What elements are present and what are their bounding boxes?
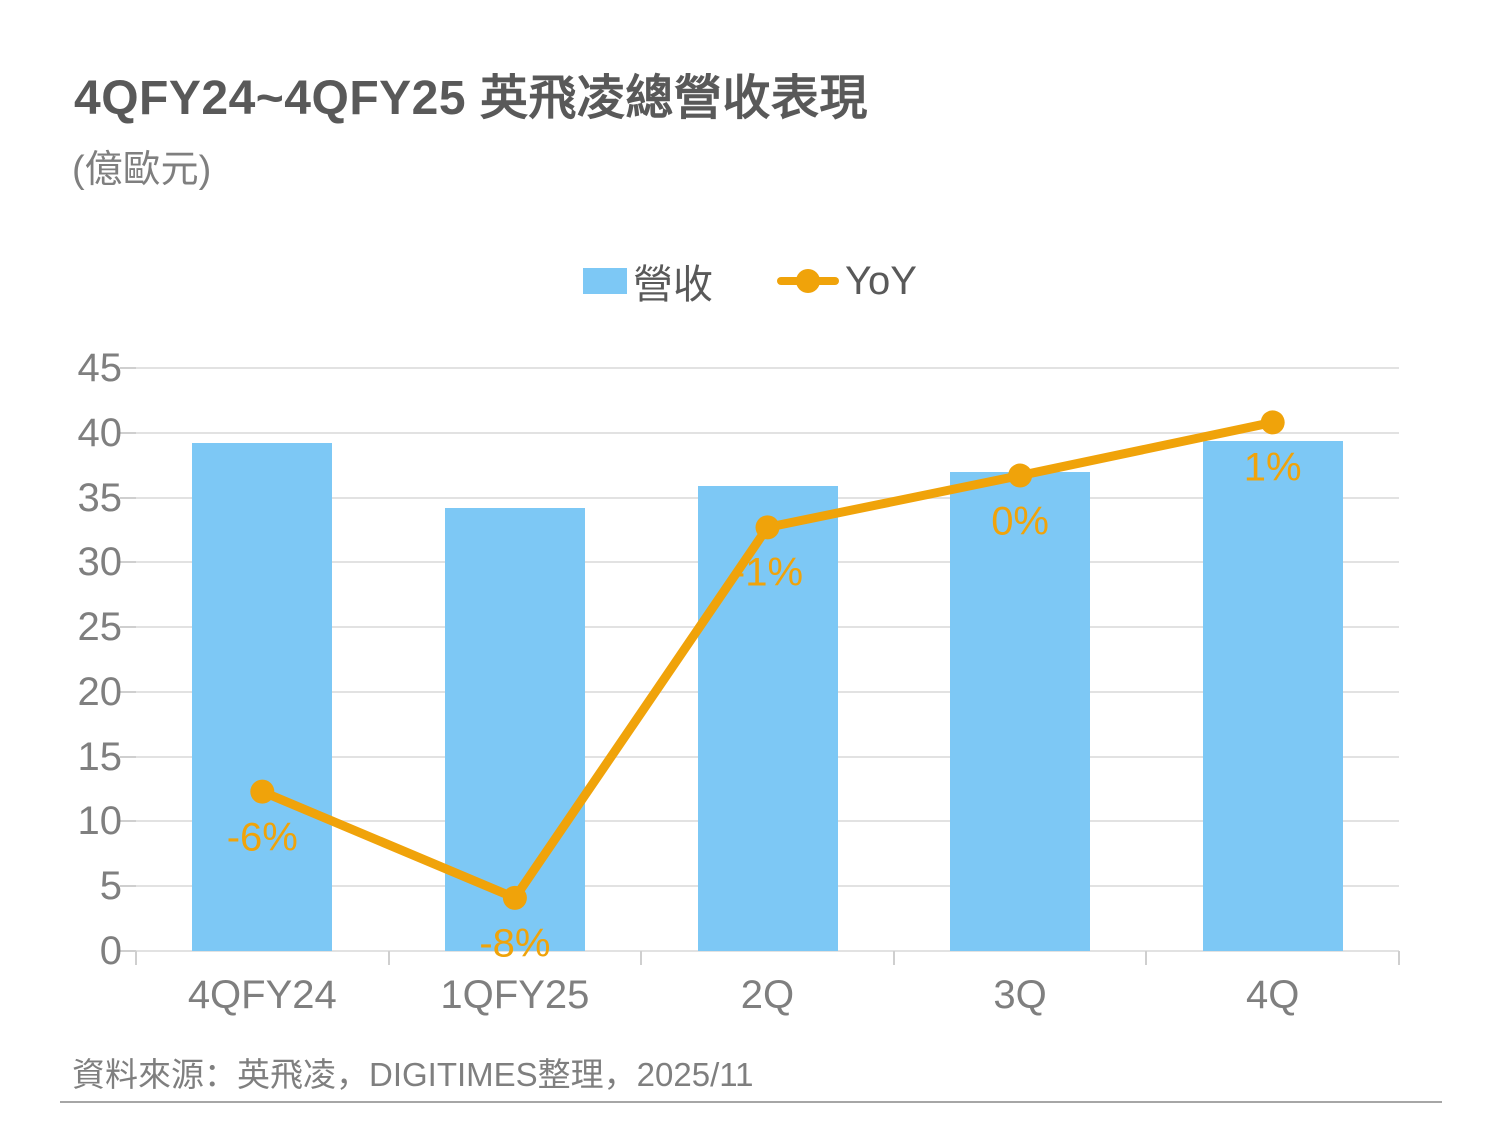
source-note: 資料來源：英飛凌，DIGITIMES整理，2025/11 (72, 1056, 754, 1093)
yoy-label-4QFY24: -6% (226, 815, 298, 860)
legend: 營收 YoY (0, 252, 1500, 310)
yoy-line-marker-icon (777, 268, 840, 294)
revenue-swatch-icon (583, 268, 628, 294)
y-axis-tick-30 (120, 561, 136, 564)
y-axis-tick-5 (120, 885, 136, 888)
y-axis-label-15: 15 (77, 734, 123, 779)
yoy-label-2Q: -1% (731, 550, 804, 595)
y-axis-tick-45 (120, 367, 136, 369)
y-axis-label-5: 5 (99, 864, 122, 909)
y-axis-label-0: 0 (99, 929, 122, 973)
y-axis-tick-0 (120, 950, 136, 952)
x-axis-tick-3 (892, 951, 895, 965)
y-axis-tick-35 (120, 496, 136, 499)
gridline-y-40 (136, 431, 1399, 434)
legend-revenue-label: 營收 (633, 263, 714, 307)
y-axis-label-25: 25 (77, 605, 123, 650)
chart-title: 4QFY24~4QFY25 英飛凌總營收表現 (74, 72, 868, 125)
y-axis-label-35: 35 (77, 475, 123, 520)
x-axis-label-4QFY24: 4QFY24 (187, 973, 337, 1017)
x-axis-label-3Q: 3Q (993, 973, 1047, 1017)
y-axis-label-20: 20 (77, 669, 123, 714)
footer-divider (60, 1101, 1442, 1103)
yoy-label-1QFY25: -8% (479, 921, 551, 966)
legend-item-revenue: 營收 (583, 252, 713, 310)
x-axis-label-4Q: 4Q (1246, 973, 1300, 1017)
legend-yoy-label: YoY (845, 258, 917, 303)
y-axis-tick-15 (120, 755, 136, 758)
y-axis-tick-40 (120, 431, 136, 434)
y-axis-tick-20 (120, 690, 136, 693)
bar-1QFY25 (444, 507, 585, 951)
bar-4QFY24 (192, 443, 333, 951)
y-axis-label-40: 40 (77, 410, 123, 455)
yoy-label-4Q: 1% (1243, 445, 1302, 490)
chart-unit-label: (億歐元) (72, 149, 212, 191)
y-axis-label-30: 30 (77, 540, 123, 585)
x-axis-label-2Q: 2Q (740, 973, 795, 1017)
yoy-label-3Q: 0% (991, 499, 1049, 544)
gridline-y-45 (136, 367, 1399, 369)
x-axis-tick-0 (135, 951, 137, 965)
y-axis-tick-10 (120, 820, 136, 823)
x-axis-tick-4 (1145, 951, 1148, 965)
bar-4Q (1202, 440, 1343, 951)
y-axis-tick-25 (120, 626, 136, 629)
x-axis-tick-5 (1398, 951, 1400, 965)
legend-item-yoy: YoY (777, 259, 917, 304)
y-axis-label-10: 10 (77, 799, 123, 844)
x-axis-tick-2 (640, 951, 643, 965)
gridline-y-0 (136, 950, 1399, 952)
y-axis-label-45: 45 (77, 346, 123, 390)
x-axis-tick-1 (387, 951, 390, 965)
x-axis-label-1QFY25: 1QFY25 (440, 973, 590, 1017)
